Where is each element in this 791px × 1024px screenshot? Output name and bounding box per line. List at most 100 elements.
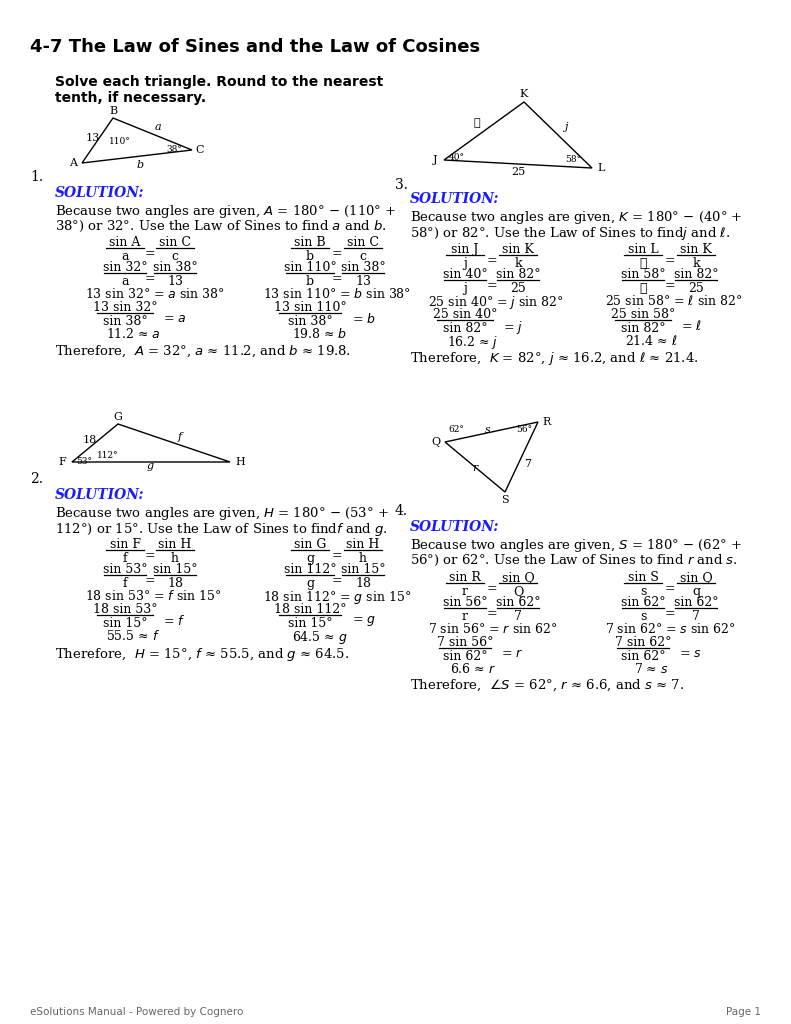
Text: 112°: 112° bbox=[97, 451, 119, 460]
Text: =: = bbox=[331, 272, 343, 285]
Text: 18: 18 bbox=[167, 577, 183, 590]
Text: 62°: 62° bbox=[448, 426, 464, 434]
Text: Q: Q bbox=[513, 585, 523, 598]
Text: 18 sin 112° = $g$ sin 15°: 18 sin 112° = $g$ sin 15° bbox=[263, 589, 411, 606]
Text: Page 1: Page 1 bbox=[726, 1007, 761, 1017]
Text: =: = bbox=[486, 254, 498, 267]
Text: j: j bbox=[463, 282, 467, 295]
Text: S: S bbox=[501, 495, 509, 505]
Text: R: R bbox=[543, 417, 551, 427]
Text: 25 sin 58°: 25 sin 58° bbox=[611, 308, 676, 321]
Text: = $f$: = $f$ bbox=[163, 614, 185, 628]
Text: 7 sin 56° = $r$ sin 62°: 7 sin 56° = $r$ sin 62° bbox=[428, 622, 558, 636]
Text: 13: 13 bbox=[355, 274, 371, 288]
Text: r: r bbox=[462, 610, 468, 623]
Text: =: = bbox=[145, 272, 155, 285]
Text: c: c bbox=[172, 250, 179, 263]
Text: ℓ: ℓ bbox=[639, 282, 647, 295]
Text: Therefore,  $K$ = 82°, $j$ ≈ 16.2, and $\ell$ ≈ 21.4.: Therefore, $K$ = 82°, $j$ ≈ 16.2, and $\… bbox=[410, 350, 698, 367]
Text: 19.8 ≈ $b$: 19.8 ≈ $b$ bbox=[293, 327, 347, 341]
Text: = $a$: = $a$ bbox=[163, 312, 187, 325]
Text: 18: 18 bbox=[83, 435, 97, 445]
Text: sin 15°: sin 15° bbox=[153, 563, 197, 575]
Text: = $g$: = $g$ bbox=[352, 614, 376, 628]
Text: =: = bbox=[664, 254, 676, 267]
Text: K: K bbox=[520, 89, 528, 99]
Text: s: s bbox=[640, 610, 646, 623]
Text: 13 sin 32° = $a$ sin 38°: 13 sin 32° = $a$ sin 38° bbox=[85, 287, 225, 301]
Text: f: f bbox=[178, 432, 182, 442]
Text: 13: 13 bbox=[167, 274, 183, 288]
Text: h: h bbox=[359, 552, 367, 565]
Text: sin 38°: sin 38° bbox=[103, 315, 147, 328]
Text: Because two angles are given, $H$ = 180° $-$ (53° +: Because two angles are given, $H$ = 180°… bbox=[55, 505, 389, 522]
Text: = $s$: = $s$ bbox=[679, 647, 702, 660]
Text: c: c bbox=[359, 250, 366, 263]
Text: 38°: 38° bbox=[166, 144, 182, 154]
Text: 13 sin 110°: 13 sin 110° bbox=[274, 301, 346, 314]
Text: 40°: 40° bbox=[449, 153, 465, 162]
Text: C: C bbox=[195, 145, 204, 155]
Text: = $j$: = $j$ bbox=[503, 319, 523, 336]
Text: sin 82°: sin 82° bbox=[496, 268, 540, 281]
Text: sin K: sin K bbox=[680, 243, 712, 256]
Text: =: = bbox=[664, 582, 676, 595]
Text: sin S: sin S bbox=[627, 571, 658, 584]
Text: sin 62°: sin 62° bbox=[674, 596, 718, 609]
Text: 13 sin 110° = $b$ sin 38°: 13 sin 110° = $b$ sin 38° bbox=[263, 287, 411, 301]
Text: g: g bbox=[306, 552, 314, 565]
Text: k: k bbox=[692, 257, 700, 270]
Text: b: b bbox=[306, 250, 314, 263]
Text: j: j bbox=[463, 257, 467, 270]
Text: Therefore,  $A$ = 32°, $a$ ≈ 11.2, and $b$ ≈ 19.8.: Therefore, $A$ = 32°, $a$ ≈ 11.2, and $b… bbox=[55, 344, 351, 359]
Text: 6.6 ≈ $r$: 6.6 ≈ $r$ bbox=[450, 662, 496, 676]
Text: Q: Q bbox=[431, 437, 441, 447]
Text: 112°) or 15°. Use the Law of Sines to find$f$ and $g$.: 112°) or 15°. Use the Law of Sines to fi… bbox=[55, 521, 388, 538]
Text: sin 38°: sin 38° bbox=[341, 261, 385, 274]
Text: =: = bbox=[331, 574, 343, 587]
Text: 13 sin 32°: 13 sin 32° bbox=[93, 301, 157, 314]
Text: 7 sin 62° = $s$ sin 62°: 7 sin 62° = $s$ sin 62° bbox=[605, 622, 736, 636]
Text: 38°) or 32°. Use the Law of Sines to find $a$ and $b$.: 38°) or 32°. Use the Law of Sines to fin… bbox=[55, 219, 387, 234]
Text: sin Q: sin Q bbox=[501, 571, 535, 584]
Text: Because two angles are given, $S$ = 180° $-$ (62° +: Because two angles are given, $S$ = 180°… bbox=[410, 537, 742, 554]
Text: sin 82°: sin 82° bbox=[621, 322, 665, 335]
Text: =: = bbox=[145, 549, 155, 562]
Text: 2.: 2. bbox=[30, 472, 43, 486]
Text: 64.5 ≈ $g$: 64.5 ≈ $g$ bbox=[292, 629, 348, 646]
Text: b: b bbox=[306, 274, 314, 288]
Text: 7 sin 56°: 7 sin 56° bbox=[437, 636, 494, 649]
Text: sin 82°: sin 82° bbox=[674, 268, 718, 281]
Text: G: G bbox=[114, 412, 123, 422]
Text: sin Q: sin Q bbox=[679, 571, 713, 584]
Text: 7: 7 bbox=[692, 610, 700, 623]
Text: a: a bbox=[121, 274, 129, 288]
Text: 1.: 1. bbox=[30, 170, 44, 184]
Text: 18 sin 53° = $f$ sin 15°: 18 sin 53° = $f$ sin 15° bbox=[85, 589, 221, 603]
Text: sin G: sin G bbox=[293, 538, 326, 551]
Text: SOLUTION:: SOLUTION: bbox=[55, 186, 145, 200]
Text: B: B bbox=[109, 106, 117, 116]
Text: = $b$: = $b$ bbox=[352, 312, 376, 326]
Text: g: g bbox=[146, 461, 153, 471]
Text: r: r bbox=[462, 585, 468, 598]
Text: 7: 7 bbox=[514, 610, 522, 623]
Text: sin C: sin C bbox=[347, 236, 379, 249]
Text: sin H: sin H bbox=[346, 538, 380, 551]
Text: s: s bbox=[485, 425, 491, 435]
Text: 3.: 3. bbox=[395, 178, 408, 193]
Text: sin F: sin F bbox=[109, 538, 141, 551]
Text: sin 53°: sin 53° bbox=[103, 563, 147, 575]
Text: 4-7 The Law of Sines and the Law of Cosines: 4-7 The Law of Sines and the Law of Cosi… bbox=[30, 38, 480, 56]
Text: ℓ: ℓ bbox=[639, 257, 647, 270]
Text: sin 38°: sin 38° bbox=[288, 315, 332, 328]
Text: sin 38°: sin 38° bbox=[153, 261, 198, 274]
Text: sin H: sin H bbox=[158, 538, 191, 551]
Text: SOLUTION:: SOLUTION: bbox=[55, 488, 145, 502]
Text: 25: 25 bbox=[510, 282, 526, 295]
Text: sin 58°: sin 58° bbox=[621, 268, 665, 281]
Text: =: = bbox=[331, 549, 343, 562]
Text: =: = bbox=[145, 247, 155, 260]
Text: 4.: 4. bbox=[395, 504, 408, 518]
Text: 56°: 56° bbox=[516, 426, 532, 434]
